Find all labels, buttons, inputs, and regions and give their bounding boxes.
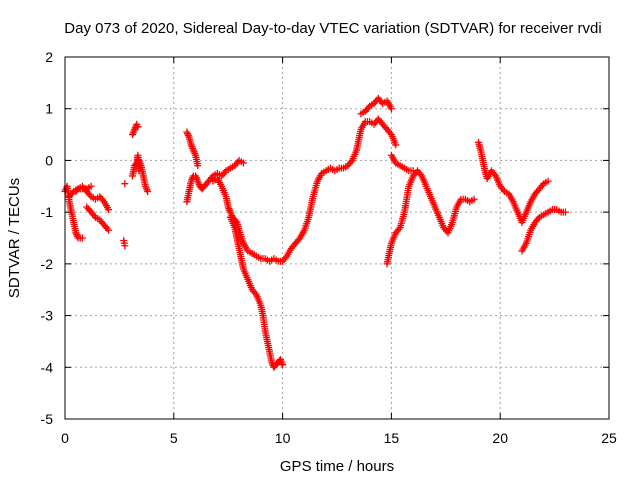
y-tick-label: 0 — [45, 152, 53, 168]
data-point — [194, 162, 202, 170]
data-point — [279, 361, 287, 369]
y-tick-label: 2 — [45, 49, 53, 65]
y-axis-label: SDTVAR / TECUs — [6, 178, 23, 298]
data-point — [387, 105, 395, 113]
plot-frame — [64, 56, 610, 420]
y-tick-label: 1 — [45, 101, 53, 117]
data-point — [134, 123, 142, 131]
series-points — [61, 94, 569, 371]
grid — [65, 57, 609, 419]
data-point — [121, 180, 129, 188]
data-point — [409, 167, 417, 175]
x-tick-label: 20 — [492, 430, 508, 446]
data-point — [121, 242, 129, 250]
y-tick-label: -3 — [41, 308, 54, 324]
data-point — [105, 226, 113, 234]
x-tick-label: 15 — [384, 430, 400, 446]
y-tick-label: -2 — [41, 256, 54, 272]
x-tick-label: 0 — [61, 430, 69, 446]
data-point — [105, 206, 113, 214]
data-point — [87, 182, 95, 190]
data-point — [561, 208, 569, 216]
y-tick-label: -4 — [41, 359, 54, 375]
x-tick-label: 25 — [601, 430, 617, 446]
data-point — [239, 159, 247, 167]
x-axis-label: GPS time / hours — [280, 458, 394, 475]
data-point — [73, 186, 81, 194]
y-tick-label: -5 — [41, 411, 54, 427]
data-point — [78, 234, 86, 242]
data-point — [392, 141, 400, 149]
y-tick-label: -1 — [41, 204, 54, 220]
data-point — [470, 195, 478, 203]
data-point — [73, 231, 81, 239]
data-point — [144, 187, 152, 195]
x-tick-label: 10 — [275, 430, 291, 446]
data-point — [544, 177, 552, 185]
data-point — [142, 184, 150, 192]
chart-title: Day 073 of 2020, Sidereal Day-to-day VTE… — [64, 20, 601, 37]
x-tick-label: 5 — [170, 430, 178, 446]
